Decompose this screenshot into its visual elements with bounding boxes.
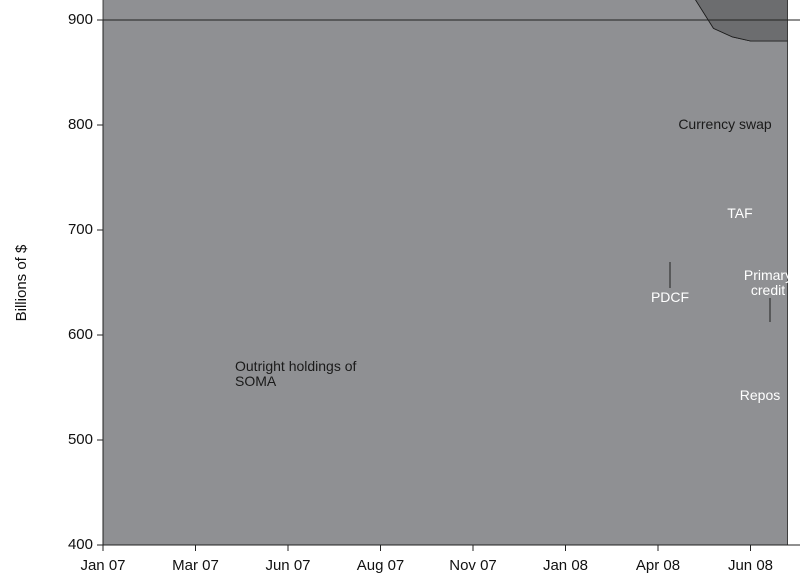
x-tick-label: Jun 08 xyxy=(728,557,773,574)
area xyxy=(102,0,788,546)
x-tick-label: Jan 07 xyxy=(80,557,125,574)
currency-swap-label: Currency swap xyxy=(678,116,772,132)
x-tick-label: Apr 08 xyxy=(636,557,680,574)
y-tick-label: 900 xyxy=(68,11,93,28)
x-tick-label: Nov 07 xyxy=(449,557,497,574)
axes: 400 500 600 700 800 900 Jan 07 Mar 07 Jun 07 Aug … xyxy=(68,11,773,574)
x-tick-label: Mar 07 xyxy=(172,557,219,574)
repos-label: Repos xyxy=(739,387,781,403)
x-tick-label: Jan 08 xyxy=(543,557,588,574)
taf-label: TAF xyxy=(727,205,753,221)
primary-credit-label: Primary credit xyxy=(743,267,793,298)
pdcf-label: PDCF xyxy=(650,289,690,305)
soma-label: Outright holdings of SOMA xyxy=(235,358,357,389)
y-tick-label: 600 xyxy=(68,326,93,343)
y-tick-label: 800 xyxy=(68,116,93,133)
y-tick-label: 500 xyxy=(68,431,93,448)
y-tick-label: 400 xyxy=(68,536,93,553)
x-tick-label: Jun 07 xyxy=(265,557,310,574)
y-tick-label: 700 xyxy=(68,221,93,238)
areas xyxy=(102,0,788,546)
y-axis-title: Billions of $ xyxy=(13,244,30,321)
x-tick-label: Aug 07 xyxy=(357,557,405,574)
